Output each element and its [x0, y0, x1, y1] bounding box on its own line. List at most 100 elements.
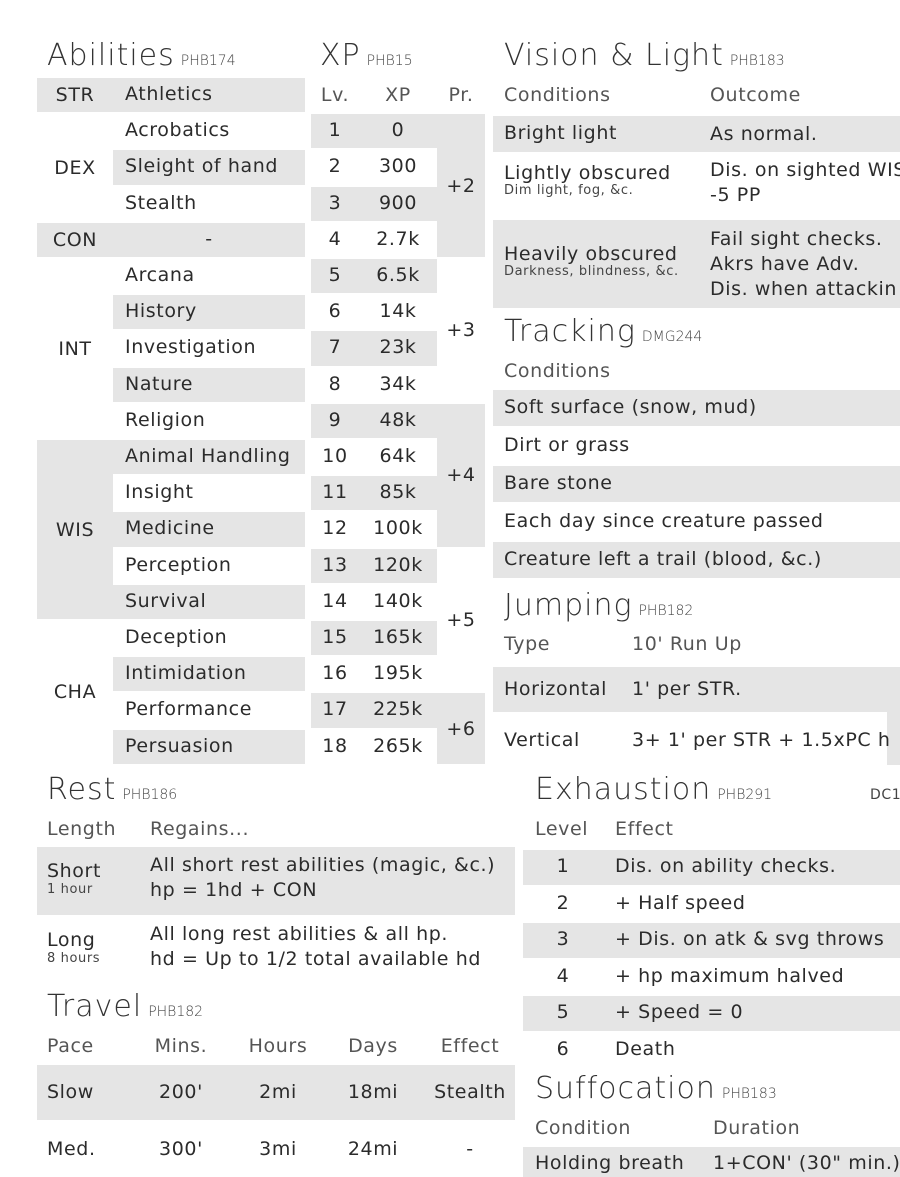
- section-title: Exhaustion: [535, 772, 712, 807]
- exhaustion-level: 1: [556, 855, 570, 877]
- xp-row-shade: [311, 186, 437, 221]
- xp-value: 165k: [373, 626, 423, 648]
- column-header: Regains...: [150, 818, 250, 840]
- column-header: 10' Run Up: [632, 633, 742, 655]
- level: 9: [328, 408, 342, 431]
- ability-label: CON: [52, 228, 98, 251]
- skill-name: Animal Handling: [125, 445, 291, 467]
- section-title: Abilities: [47, 38, 175, 73]
- exhaustion-row-shade: [523, 923, 900, 958]
- xp-value: 34k: [379, 372, 417, 395]
- column-header: Hours: [248, 1035, 308, 1057]
- column-header: Outcome: [710, 84, 801, 106]
- level: 8: [328, 372, 342, 395]
- xp-row-shade: [311, 693, 437, 728]
- jumping-title: Jumping PHB182: [504, 588, 693, 623]
- vision-row-shade: [493, 116, 900, 152]
- exhaustion-title: Exhaustion PHB291: [535, 772, 772, 807]
- skill-name: Survival: [125, 589, 207, 612]
- page-reference: PHB182: [638, 603, 694, 619]
- exhaustion-level: 6: [556, 1037, 570, 1060]
- condition-note: Darkness, blindness, &c.: [504, 264, 679, 279]
- proficiency-bonus: +2: [446, 174, 476, 197]
- skill-row-shade: [113, 150, 305, 185]
- tracking-row-shade: [493, 390, 900, 426]
- travel-cell: 2mi: [259, 1080, 297, 1103]
- skill-name: Insight: [125, 481, 194, 504]
- ability-label: CHA: [53, 681, 97, 704]
- travel-cell: 18mi: [347, 1080, 399, 1103]
- travel-cell: Med.: [47, 1137, 96, 1160]
- travel-cell: Slow: [47, 1080, 94, 1103]
- tracking-condition: Each day since creature passed: [504, 510, 824, 532]
- section-title: Rest: [47, 772, 117, 807]
- exhaustion-row-shade: [523, 996, 900, 1031]
- xp-row-shade: [311, 114, 437, 149]
- skill-row-shade: [113, 584, 305, 619]
- skill-name: Perception: [125, 553, 232, 576]
- section-title: Vision & Light: [504, 38, 724, 73]
- rest-length: Long: [47, 929, 96, 951]
- xp-value: 140k: [373, 589, 423, 612]
- tracking-condition: Bare stone: [504, 472, 613, 494]
- xp-column-header: Lv.: [320, 84, 350, 106]
- level: 13: [322, 553, 348, 576]
- ability-label: INT: [58, 337, 92, 360]
- xp-row-shade: [311, 331, 437, 366]
- skill-row-shade: [113, 295, 305, 330]
- xp-value: 195k: [373, 662, 423, 685]
- skill-name: Investigation: [125, 336, 257, 359]
- suffocation-title: Suffocation PHB183: [535, 1071, 777, 1106]
- exhaustion-level: 4: [556, 964, 570, 987]
- xp-value: 300: [378, 155, 418, 178]
- exhaustion-effect: Death: [615, 1037, 676, 1060]
- condition-note: Dim light, fog, &c.: [504, 183, 634, 198]
- skill-name: Intimidation: [125, 662, 247, 685]
- rest-row-shade: [37, 847, 515, 915]
- xp-title: XP PHB15: [320, 38, 413, 73]
- exhaustion-effect: + Dis. on atk & svg throws: [615, 928, 885, 950]
- xp-value: 14k: [379, 300, 417, 323]
- jump-type: Vertical: [504, 729, 580, 751]
- exhaustion-level: 3: [556, 928, 570, 950]
- travel-cell: Stealth: [434, 1080, 506, 1103]
- section-title: XP: [320, 38, 361, 73]
- jump-row-shade: [887, 712, 900, 765]
- ability-label: STR: [55, 84, 95, 107]
- rest-length: Short: [47, 860, 101, 882]
- xp-column-header: Pr.: [448, 84, 474, 106]
- rest-duration: 1 hour: [47, 882, 93, 897]
- xp-value: 23k: [379, 336, 417, 359]
- dc-label: DC1: [870, 787, 900, 803]
- skill-name: Nature: [125, 372, 194, 395]
- level: 11: [322, 481, 348, 504]
- page-reference: PHB186: [122, 787, 178, 803]
- proficiency-shade: [437, 693, 485, 764]
- skill-row-shade: [113, 367, 305, 402]
- xp-row-shade: [311, 259, 437, 294]
- xp-value: 225k: [373, 698, 423, 721]
- level: 4: [328, 227, 342, 250]
- condition: Lightly obscured: [504, 162, 671, 184]
- ability-cell-shade: [37, 440, 113, 619]
- proficiency-bonus: +4: [446, 464, 476, 487]
- proficiency-bonus: +5: [446, 609, 476, 631]
- level: 6: [328, 300, 342, 323]
- column-header: Duration: [713, 1117, 801, 1139]
- proficiency-shade: [437, 403, 485, 547]
- exhaustion-effect: + Half speed: [615, 891, 746, 914]
- page-reference: DMG244: [641, 329, 703, 345]
- exhaustion-level: 2: [556, 891, 570, 914]
- level: 15: [322, 626, 348, 648]
- tracking-condition: Soft surface (snow, mud): [504, 396, 757, 418]
- outcome: Dis. on sighted WIS: [710, 159, 900, 181]
- jump-type: Horizontal: [504, 678, 608, 700]
- abilities-title: Abilities PHB174: [47, 38, 236, 73]
- rest-duration: 8 hours: [47, 951, 101, 966]
- page-reference: PHB183: [729, 53, 785, 69]
- ability-label: DEX: [54, 156, 96, 179]
- skill-row-shade: [113, 440, 305, 475]
- section-title: Travel: [47, 989, 143, 1024]
- page-reference: PHB291: [717, 787, 773, 803]
- xp-row-shade: [311, 403, 437, 438]
